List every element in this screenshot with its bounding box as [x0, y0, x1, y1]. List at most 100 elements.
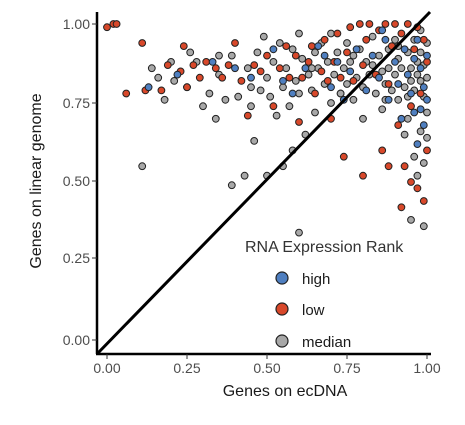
point-low	[410, 45, 419, 54]
point-low	[243, 111, 252, 120]
point-high	[346, 67, 355, 76]
point-median	[311, 48, 319, 57]
point-low	[202, 58, 211, 66]
point-low	[394, 121, 403, 129]
point-median	[419, 159, 428, 167]
legend-swatch-median	[275, 334, 289, 348]
x-tick-label: 0.75	[333, 360, 360, 376]
legend: RNA Expression Rank high low median	[245, 239, 404, 351]
y-tick-label: 0.25	[63, 250, 90, 266]
point-high	[352, 45, 361, 54]
point-low	[122, 89, 131, 98]
x-tick-label: 0.00	[93, 360, 120, 376]
point-low	[407, 102, 415, 111]
point-median	[423, 133, 431, 142]
point-high	[279, 77, 287, 85]
point-median	[349, 95, 358, 104]
point-median	[327, 99, 335, 107]
point-median	[243, 64, 252, 73]
point-low	[416, 89, 425, 98]
point-median	[394, 95, 403, 104]
point-low	[138, 39, 147, 47]
point-low	[250, 61, 259, 69]
x-axis: 0.00 0.25 0.50 0.75 1.00	[93, 354, 441, 376]
point-low	[211, 64, 220, 73]
point-median	[368, 61, 377, 69]
point-low	[183, 83, 191, 92]
point-low	[336, 73, 345, 82]
x-tick-label: 0.50	[253, 360, 280, 376]
y-tick-label: 0.50	[63, 173, 90, 189]
point-high	[410, 108, 419, 117]
point-median	[391, 35, 399, 44]
x-axis-title: Genes on ecDNA	[223, 383, 348, 400]
point-low	[195, 73, 204, 82]
point-median	[407, 216, 415, 224]
point-low	[391, 20, 399, 28]
point-high	[368, 51, 377, 60]
point-low	[400, 162, 409, 171]
point-median	[307, 64, 316, 73]
point-median	[247, 83, 255, 92]
point-high	[381, 35, 390, 44]
point-high	[301, 64, 310, 73]
point-median	[343, 39, 351, 47]
point-low	[365, 20, 374, 28]
point-median	[186, 48, 195, 57]
point-high	[314, 42, 323, 50]
point-low	[403, 20, 412, 28]
point-median	[285, 102, 294, 111]
point-low	[298, 73, 307, 82]
point-low	[355, 20, 364, 28]
point-median	[343, 80, 351, 88]
point-median	[234, 92, 243, 101]
point-low	[224, 61, 233, 69]
point-median	[423, 73, 431, 82]
point-median	[400, 130, 409, 139]
point-median	[205, 89, 214, 98]
point-median	[311, 108, 319, 117]
point-median	[378, 67, 387, 76]
point-high	[247, 73, 255, 82]
point-median	[138, 162, 147, 171]
point-median	[333, 48, 342, 57]
point-high	[397, 114, 406, 123]
point-low	[346, 23, 355, 32]
point-median	[160, 95, 169, 104]
point-low	[343, 48, 351, 57]
legend-swatch-low	[275, 302, 289, 316]
point-median	[199, 102, 207, 111]
point-low	[282, 42, 291, 50]
point-high	[288, 89, 297, 98]
point-median	[266, 92, 275, 101]
legend-label-median: median	[302, 334, 351, 351]
point-low	[349, 77, 358, 85]
point-high	[407, 89, 415, 98]
point-median	[211, 114, 220, 123]
point-low	[362, 35, 371, 44]
point-low	[112, 20, 121, 28]
point-low	[263, 51, 271, 60]
point-low	[103, 23, 111, 32]
point-high	[144, 83, 153, 92]
y-axis-title: Genes on linear genome	[28, 93, 45, 268]
point-median	[147, 64, 156, 73]
point-low	[423, 58, 431, 66]
point-low	[384, 162, 393, 171]
point-median	[263, 73, 271, 82]
point-high	[394, 80, 403, 88]
point-median	[304, 70, 313, 79]
legend-item-high: high	[275, 271, 330, 288]
point-median	[250, 137, 259, 145]
point-low	[275, 64, 284, 73]
point-high	[320, 51, 329, 60]
point-high	[403, 70, 412, 79]
point-median	[227, 51, 236, 60]
legend-item-low: low	[275, 302, 325, 319]
point-high	[413, 140, 422, 149]
point-median	[323, 58, 332, 66]
point-median	[295, 29, 303, 38]
point-median	[288, 45, 297, 54]
legend-label-high: high	[302, 271, 330, 288]
point-low	[317, 67, 326, 76]
